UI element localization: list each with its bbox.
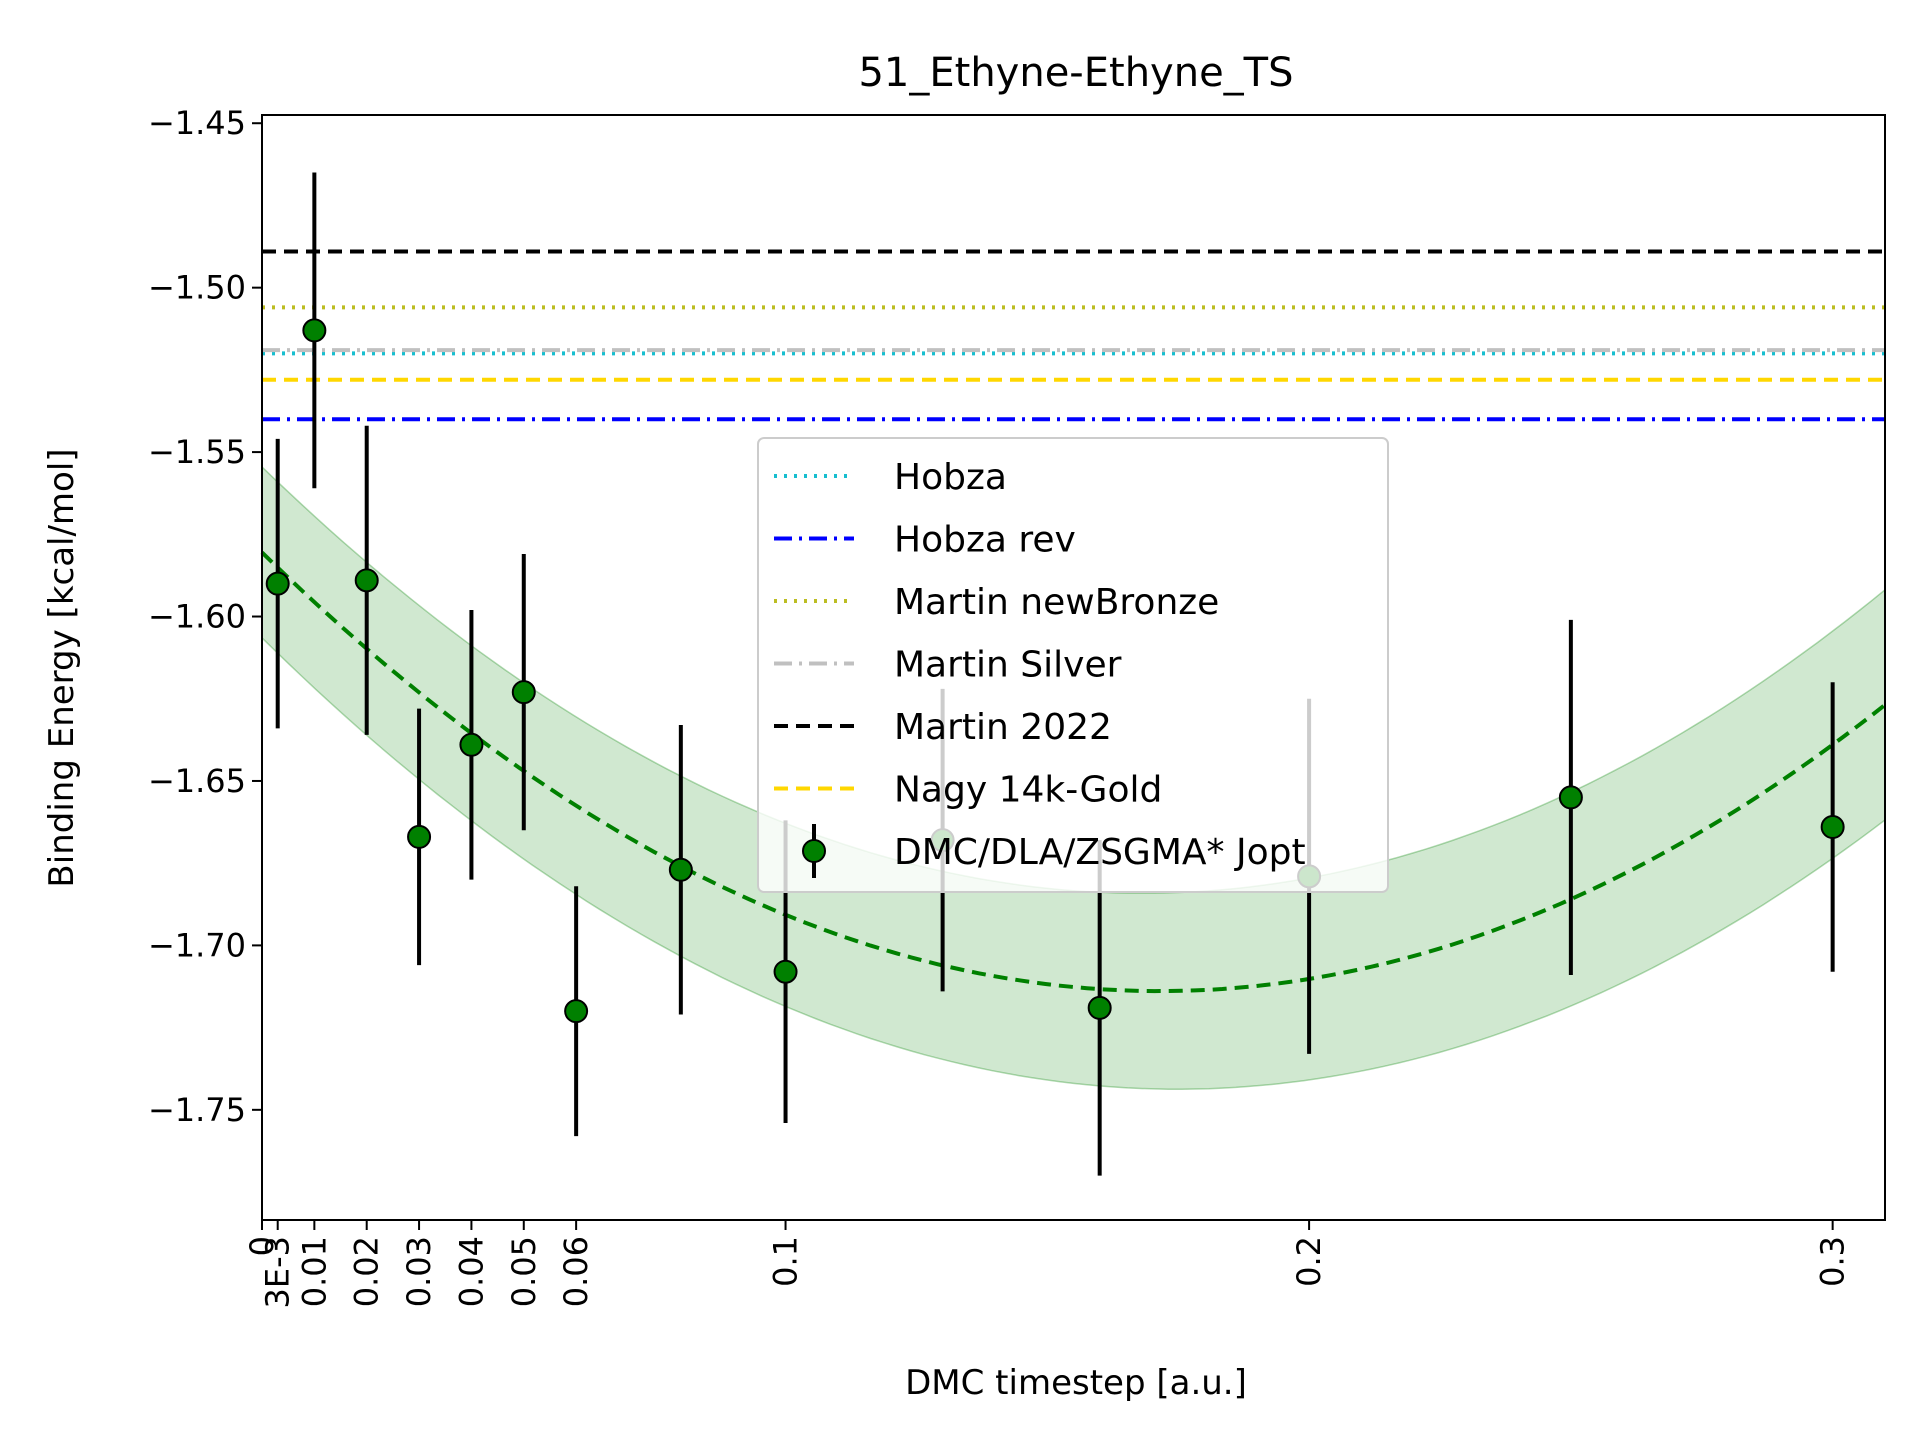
x-tick-label: 0.1 <box>767 1236 805 1287</box>
legend-label: Martin Silver <box>894 645 1122 686</box>
legend-entry: Hobza rev <box>774 520 1076 561</box>
fit-curve <box>260 550 1887 994</box>
y-axis-title: Binding Energy [kcal/mol] <box>42 448 82 887</box>
data-point <box>511 554 536 831</box>
data-point <box>668 725 693 1015</box>
y-tick-label: −1.75 <box>148 1091 246 1129</box>
x-tick-label: 0 <box>243 1236 281 1256</box>
plot-frame <box>261 114 1886 1221</box>
x-tick-label: 0.04 <box>452 1236 490 1307</box>
legend: Hobza Hobza rev Martin newBronze Martin Sil… <box>757 437 1389 893</box>
x-tick-label: 0.02 <box>348 1236 386 1307</box>
x-tick-label: 0.03 <box>400 1236 438 1307</box>
legend-entry: Martin Silver <box>774 645 1122 686</box>
x-tick-label: 0.3 <box>1814 1236 1852 1287</box>
data-point <box>1558 619 1583 975</box>
legend-label: Nagy 14k-Gold <box>894 770 1162 811</box>
point-marker <box>1558 785 1583 810</box>
data-point <box>302 172 327 489</box>
y-tick-label: −1.70 <box>148 926 246 964</box>
point-marker <box>265 571 290 596</box>
chart-title: 51_Ethyne-Ethyne_TS <box>858 50 1293 96</box>
y-tick-label: −1.60 <box>148 598 246 636</box>
point-marker <box>511 680 536 705</box>
legend-label: Martin newBronze <box>894 582 1219 623</box>
data-points-layer <box>265 172 1845 1176</box>
legend-entry: Martin 2022 <box>774 707 1112 748</box>
data-point <box>407 708 432 966</box>
x-tick-label: 0.05 <box>505 1236 543 1307</box>
y-tick-label: −1.65 <box>148 762 246 800</box>
point-marker <box>668 857 693 882</box>
legend-entry: Martin newBronze <box>774 582 1219 623</box>
point-marker <box>354 568 379 593</box>
axis-ticks-layer: −1.45 −1.50 −1.55 −1.60 −1.65 −1.70 −1.75 03E-3… <box>148 104 1852 1308</box>
data-point <box>265 438 290 729</box>
data-point <box>1087 840 1112 1176</box>
x-tick-label: 3E-3 <box>259 1236 297 1308</box>
y-tick-label: −1.45 <box>148 104 246 142</box>
x-axis-title: DMC timestep [a.u.] <box>905 1363 1247 1403</box>
point-marker <box>773 959 798 984</box>
point-marker <box>459 732 484 757</box>
legend-box <box>757 437 1389 893</box>
reference-lines-layer <box>262 249 1885 422</box>
legend-label: Hobza rev <box>894 520 1076 561</box>
x-tick-label: 0.01 <box>295 1236 333 1307</box>
legend-entry: Nagy 14k-Gold <box>774 770 1162 811</box>
data-point <box>354 425 379 735</box>
legend-entry: DMC/DLA/ZSGMA* Jopt <box>802 824 1306 878</box>
x-tick-label: 0.06 <box>557 1236 595 1307</box>
point-marker <box>1087 995 1112 1020</box>
point-marker <box>302 318 327 343</box>
legend-swatch-marker <box>802 839 826 863</box>
y-tick-label: −1.50 <box>148 269 246 307</box>
data-point <box>1820 682 1845 972</box>
point-marker <box>564 999 589 1024</box>
data-point <box>564 886 589 1137</box>
y-tick-label: −1.55 <box>148 433 246 471</box>
point-marker <box>407 824 432 849</box>
legend-label: Martin 2022 <box>894 707 1112 748</box>
legend-entry: Hobza <box>774 457 1007 498</box>
point-marker <box>1820 815 1845 840</box>
legend-label: DMC/DLA/ZSGMA* Jopt <box>894 832 1306 873</box>
legend-label: Hobza <box>894 457 1007 498</box>
data-point <box>459 609 484 880</box>
fit-curve-layer <box>260 550 1887 994</box>
x-tick-label: 0.2 <box>1290 1236 1328 1287</box>
